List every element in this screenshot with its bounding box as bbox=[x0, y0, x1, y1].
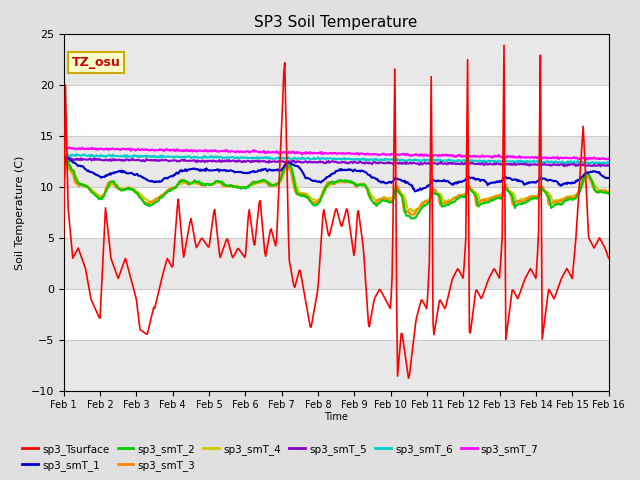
Y-axis label: Soil Temperature (C): Soil Temperature (C) bbox=[15, 155, 25, 269]
Legend: sp3_Tsurface, sp3_smT_1, sp3_smT_2, sp3_smT_3, sp3_smT_4, sp3_smT_5, sp3_smT_6, : sp3_Tsurface, sp3_smT_1, sp3_smT_2, sp3_… bbox=[18, 439, 543, 475]
Title: SP3 Soil Temperature: SP3 Soil Temperature bbox=[255, 15, 418, 30]
Bar bbox=[63, 136, 609, 187]
Text: TZ_osu: TZ_osu bbox=[72, 56, 120, 69]
Bar bbox=[63, 340, 609, 391]
Bar bbox=[63, 238, 609, 289]
Bar bbox=[63, 34, 609, 85]
X-axis label: Time: Time bbox=[324, 412, 348, 422]
